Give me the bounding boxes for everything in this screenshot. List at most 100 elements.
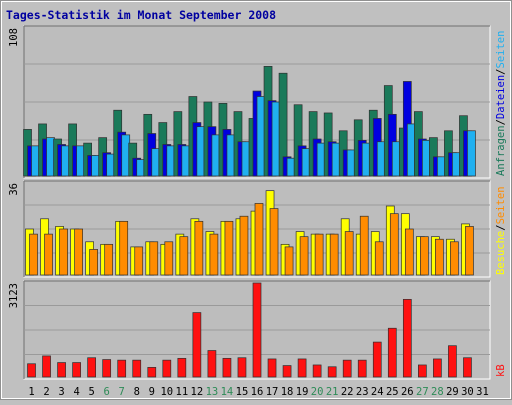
bar-seiten-day-22 (344, 231, 354, 276)
bar-seiten-day-11 (179, 236, 189, 276)
bar-seiten-day-7 (119, 220, 129, 276)
x-tick-label: 6 (104, 386, 110, 398)
bar-kb-day-27 (418, 364, 427, 378)
x-tick-label: 29 (446, 386, 459, 398)
bar-seiten-day-25 (389, 213, 399, 276)
x-tick-label: 16 (251, 386, 264, 398)
bar-seiten-day-18 (284, 246, 294, 276)
bar-seiten-day-16 (254, 203, 264, 276)
x-axis-labels: 1 2 3 4 5 6 7 8 9 10 11 12 13 14 15 16 17 18 19 20 21 22 23 24 2… (28, 386, 488, 398)
bar-kb-day-5 (87, 357, 96, 378)
bar-seiten-day-30 (467, 130, 476, 177)
panel-legend: kB (495, 364, 507, 377)
bar-kb-day-21 (327, 366, 337, 378)
bar-kb-day-16 (252, 282, 262, 378)
bar-seiten-day-19 (299, 236, 309, 276)
panel-1: 108 Anfragen/Dateien/Seiten (8, 25, 507, 179)
x-tick-label: 10 (160, 386, 173, 398)
bar-seiten-day-17 (269, 208, 279, 276)
bar-kb-day-13 (207, 350, 217, 378)
x-tick-label: 7 (119, 386, 125, 398)
bar-seiten-day-6 (104, 243, 114, 276)
bar-seiten-day-4 (74, 228, 83, 276)
bar-seiten-day-12 (194, 220, 204, 276)
bar-kb-day-7 (117, 359, 127, 378)
x-tick-label: 13 (206, 386, 219, 398)
x-tick-label: 15 (236, 386, 249, 398)
bar-seiten-day-20 (314, 233, 324, 276)
y-axis-max-label: 36 (8, 183, 20, 196)
bar-kb-day-9 (147, 367, 157, 378)
legend-separator: / (495, 69, 507, 75)
bar-seiten-day-27 (420, 236, 429, 276)
bar-seiten-day-8 (134, 246, 144, 276)
legend-separator: / (495, 119, 507, 125)
bar-kb-day-22 (342, 359, 352, 378)
x-tick-label: 25 (386, 386, 399, 398)
x-tick-label: 28 (431, 386, 444, 398)
bar-seiten-day-24 (374, 241, 384, 276)
panel-2: 36 Besuche/Seiten (8, 180, 507, 278)
y-axis-max-label: 3123 (8, 283, 20, 308)
bar-seiten-day-3 (59, 228, 68, 276)
x-tick-label: 20 (311, 386, 324, 398)
panel-3: 3123 kB (8, 280, 507, 380)
bar-kb-day-25 (387, 327, 397, 378)
x-tick-label: 11 (176, 386, 189, 398)
bar-kb-day-29 (448, 345, 457, 378)
bar-seiten-day-13 (209, 233, 219, 276)
bar-kb-day-4 (72, 362, 81, 378)
legend-item-besuche: Besuche (495, 231, 507, 275)
x-tick-label: 24 (371, 386, 384, 398)
x-tick-label: 4 (73, 386, 79, 398)
bar-kb-day-14 (222, 357, 232, 378)
bar-seiten-day-29 (450, 241, 459, 276)
bar-kb-day-1 (27, 363, 36, 378)
bar-kb-day-17 (267, 358, 277, 378)
x-tick-label: 5 (88, 386, 94, 398)
bar-seiten-day-10 (164, 241, 174, 276)
chart-panels: 108Anfragen/Dateien/Seiten36Besuche/Seit… (8, 25, 507, 380)
bar-kb-day-2 (42, 355, 51, 378)
bar-kb-day-24 (372, 341, 382, 378)
bar-seiten-day-15 (239, 215, 249, 276)
x-tick-label: 22 (341, 386, 354, 398)
legend-item-seiten: Seiten (495, 186, 507, 224)
bar-kb-day-26 (402, 298, 412, 378)
bar-kb-day-12 (192, 312, 202, 378)
legend-item-anfragen: Anfragen (495, 125, 507, 176)
bar-seiten-day-14 (224, 220, 234, 276)
bar-seiten-day-2 (44, 233, 53, 276)
y-axis-max-label: 108 (8, 28, 20, 47)
bar-seiten-day-26 (404, 228, 414, 276)
bar-seiten-day-1 (29, 233, 38, 276)
x-tick-label: 14 (221, 386, 234, 398)
bar-seiten-day-5 (89, 249, 98, 276)
bar-seiten-day-23 (359, 215, 369, 276)
bar-kb-day-28 (433, 358, 442, 378)
x-tick-label: 12 (191, 386, 204, 398)
bar-kb-day-10 (162, 359, 172, 378)
panel-legend: Besuche/Seiten (495, 186, 507, 275)
panel-legend: Anfragen/Dateien/Seiten (495, 31, 507, 176)
legend-separator: / (495, 224, 507, 230)
bar-kb-day-18 (282, 365, 292, 378)
x-tick-label: 9 (149, 386, 155, 398)
x-tick-label: 30 (461, 386, 474, 398)
x-tick-label: 26 (401, 386, 414, 398)
x-tick-label: 27 (416, 386, 429, 398)
x-tick-label: 23 (356, 386, 369, 398)
bar-kb-day-15 (237, 357, 247, 378)
bar-kb-day-30 (463, 357, 472, 378)
x-tick-label: 17 (266, 386, 279, 398)
legend-item-kb: kB (495, 364, 507, 377)
chart-title: Tages-Statistik im Monat September 2008 (6, 8, 276, 22)
bar-seiten-day-9 (149, 241, 159, 276)
bar-kb-day-3 (57, 362, 66, 378)
bar-seiten-day-21 (329, 233, 339, 276)
x-tick-label: 21 (326, 386, 339, 398)
legend-item-seiten: Seiten (495, 31, 507, 69)
inner-frame-highlight (1, 1, 511, 399)
